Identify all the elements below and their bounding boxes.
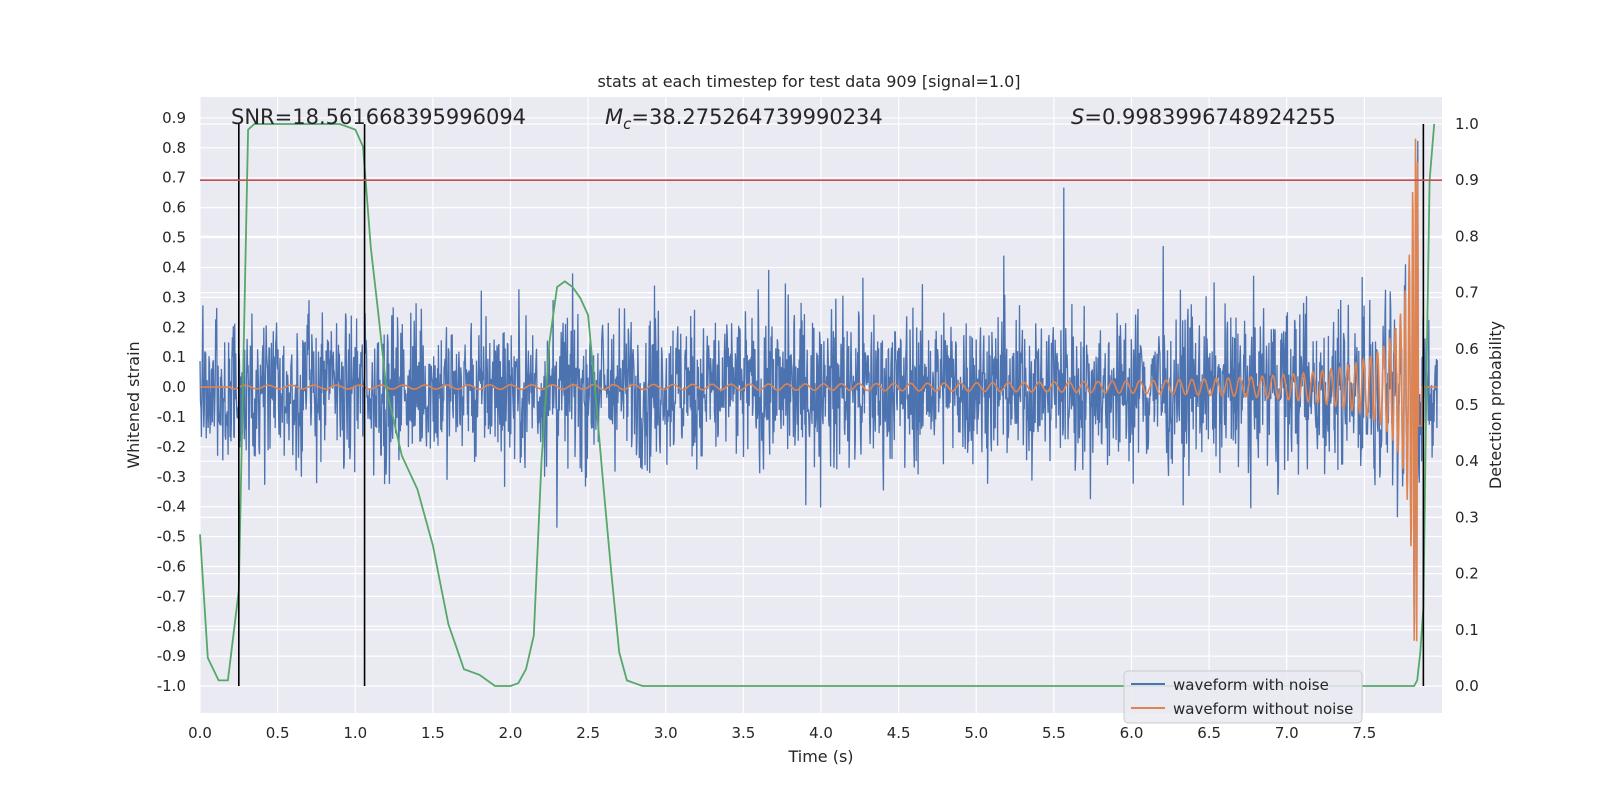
y-axis-ticks: 0.9 0.8 0.7 0.6 0.5 0.4 0.3 0.2 0.1 0.0 -0.1 -0.2 -0… [157, 109, 186, 695]
x-tick-label: 1.5 [421, 724, 445, 742]
y-tick-label: -1.0 [157, 677, 186, 695]
legend: waveform with noise waveform without noi… [1123, 670, 1363, 724]
series-detection-probability [199, 123, 1436, 687]
x-tick-label: 5.0 [964, 724, 988, 742]
legend-label-noise: waveform with noise [1173, 676, 1329, 694]
annotation-chirp-mass: Mc=38.275264739990234 [605, 105, 883, 133]
noisy-waveform-line [199, 140, 1438, 624]
x-axis-label: Time (s) [787, 747, 853, 766]
x-axis-ticks: 0.0 0.5 1.0 1.5 2.0 2.5 3.0 3.5 4.0 4.5 5.0 5.5 6.0 6… [188, 724, 1376, 742]
annotation-s-statistic: S=0.9983996748924255 [1071, 105, 1336, 129]
y2-axis-label: Detection probability [1486, 321, 1505, 489]
x-tick-label: 2.5 [576, 724, 600, 742]
x-tick-label: 4.5 [887, 724, 911, 742]
y-tick-label: -0.4 [157, 498, 186, 516]
detection-probability-line [199, 123, 1436, 687]
x-tick-label: 2.0 [499, 724, 523, 742]
y-tick-label: -0.9 [157, 647, 186, 665]
y2-tick-label: 0.2 [1455, 565, 1479, 583]
series-waveform-without-noise [200, 138, 1438, 642]
y-tick-label: -0.8 [157, 617, 186, 635]
x-tick-label: 7.0 [1275, 724, 1299, 742]
y-tick-label: 0.7 [162, 169, 186, 187]
y-tick-label: -0.5 [157, 528, 186, 546]
x-tick-label: 6.0 [1120, 724, 1144, 742]
x-tick-label: 0.0 [188, 724, 212, 742]
y2-tick-label: 0.0 [1455, 677, 1479, 695]
legend-label-clean: waveform without noise [1173, 700, 1353, 718]
y-tick-label: 0.0 [162, 378, 186, 396]
y-tick-label: 0.9 [162, 109, 186, 127]
y2-tick-label: 0.1 [1455, 621, 1479, 639]
y-tick-label: 0.4 [162, 258, 186, 276]
y-tick-label: -0.7 [157, 587, 186, 605]
y-tick-label: 0.3 [162, 288, 186, 306]
y2-tick-label: 0.9 [1455, 171, 1479, 189]
series-waveform-with-noise [199, 140, 1438, 624]
y-tick-label: -0.3 [157, 468, 186, 486]
y2-tick-label: 1.0 [1455, 115, 1479, 133]
x-tick-label: 3.0 [654, 724, 678, 742]
y-tick-label: 0.5 [162, 229, 186, 247]
x-tick-label: 7.5 [1352, 724, 1376, 742]
y2-axis-ticks: 1.0 0.9 0.8 0.7 0.6 0.5 0.4 0.3 0.2 0.1 0.0 [1455, 115, 1479, 695]
y-tick-label: 0.2 [162, 318, 186, 336]
x-tick-label: 4.0 [809, 724, 833, 742]
clean-waveform-line [200, 138, 1438, 642]
y2-tick-label: 0.4 [1455, 452, 1479, 470]
y2-tick-label: 0.8 [1455, 227, 1479, 245]
x-tick-label: 5.5 [1042, 724, 1066, 742]
y-axis-label: Whitened strain [124, 341, 143, 468]
y-tick-label: -0.6 [157, 557, 186, 575]
x-tick-label: 6.5 [1197, 724, 1221, 742]
annotation-chirp-mass-subscript: c [623, 115, 632, 133]
x-tick-label: 1.0 [343, 724, 367, 742]
y2-tick-label: 0.5 [1455, 396, 1479, 414]
annotation-snr: SNR=18.561668395996094 [231, 105, 526, 129]
annotation-chirp-mass-symbol: M [605, 105, 623, 129]
y2-tick-label: 0.3 [1455, 508, 1479, 526]
vertical-markers [238, 123, 1425, 687]
chart-title: stats at each timestep for test data 909… [597, 72, 1020, 91]
y-tick-label: 0.6 [162, 199, 186, 217]
y-tick-label: -0.1 [157, 408, 186, 426]
y-tick-label: 0.8 [162, 139, 186, 157]
y-tick-label: 0.1 [162, 348, 186, 366]
annotation-chirp-mass-value: =38.275264739990234 [631, 105, 882, 129]
annotation-s-symbol: S [1071, 105, 1084, 129]
annotation-s-value: =0.9983996748924255 [1084, 105, 1335, 129]
legend-box [1123, 670, 1363, 724]
y2-tick-label: 0.7 [1455, 284, 1479, 302]
y2-tick-label: 0.6 [1455, 340, 1479, 358]
y-tick-label: -0.2 [157, 438, 186, 456]
x-tick-label: 0.5 [266, 724, 290, 742]
x-tick-label: 3.5 [731, 724, 755, 742]
